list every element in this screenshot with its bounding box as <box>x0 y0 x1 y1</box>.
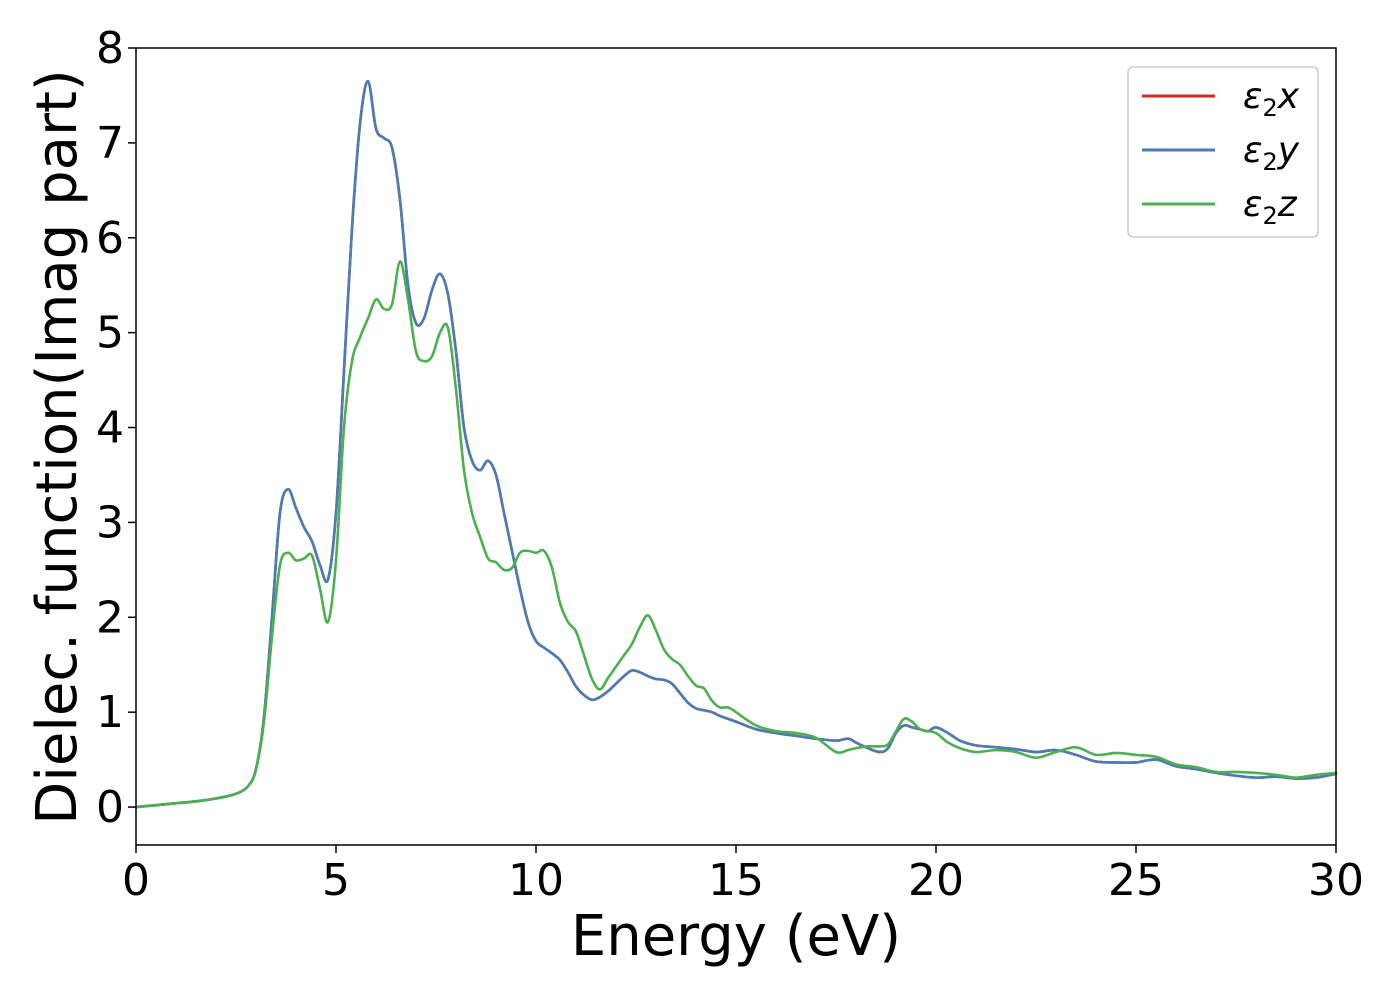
x-tick-label: 30 <box>1308 855 1364 906</box>
legend-label-y: ε2y <box>1243 130 1300 176</box>
x-tick-label: 15 <box>708 855 764 906</box>
y-tick-label: 6 <box>96 213 124 264</box>
y-tick-label: 0 <box>96 782 124 833</box>
series-layer <box>134 79 1338 809</box>
legend-label-z: ε2z <box>1243 184 1298 230</box>
legend-items: ε2x ε2y ε2z <box>1142 76 1300 230</box>
x-axis-label: Energy (eV) <box>571 904 901 969</box>
y-tick-label: 1 <box>96 687 124 738</box>
y-axis: 0 1 2 3 4 5 6 7 8 <box>96 23 136 833</box>
x-tick-label: 0 <box>122 855 150 906</box>
legend: ε2x ε2y ε2z <box>1127 66 1319 238</box>
x-tick-label: 5 <box>322 855 350 906</box>
y-tick-label: 7 <box>96 118 124 169</box>
y-tick-label: 8 <box>96 23 124 74</box>
x-tick-label: 20 <box>908 855 964 906</box>
x-tick-label: 10 <box>508 855 564 906</box>
series-line-y <box>134 79 1338 809</box>
y-tick-label: 3 <box>96 497 124 548</box>
legend-label-x: ε2x <box>1243 76 1300 122</box>
legend-box <box>1127 66 1319 238</box>
y-tick-label: 5 <box>96 308 124 359</box>
x-tick-label: 25 <box>1108 855 1164 906</box>
series-line-z <box>134 260 1338 809</box>
x-axis: 0 5 10 15 20 25 30 <box>122 845 1364 906</box>
y-axis-label: Dielec. function(Imag part) <box>25 69 90 825</box>
y-tick-label: 4 <box>96 403 124 454</box>
y-tick-label: 2 <box>96 592 124 643</box>
